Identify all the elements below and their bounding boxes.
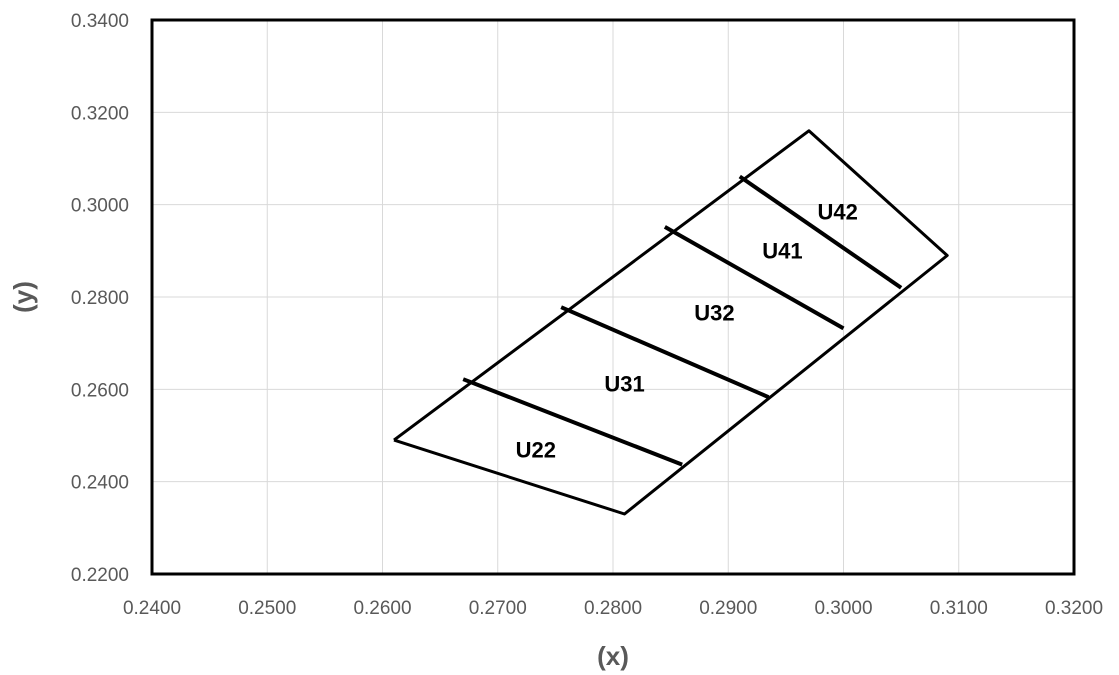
region-label-u32: U32 [694,300,734,325]
y-tick-label: 0.3400 [71,11,129,32]
region-divider [738,174,903,290]
region-label-u22: U22 [516,437,556,462]
y-tick-label: 0.2600 [71,380,129,401]
x-tick-label: 0.2500 [238,598,296,619]
x-tick-label: 0.2600 [353,598,411,619]
region-divider [663,225,845,331]
region-label-u41: U41 [762,238,802,263]
region-divider [560,305,770,400]
region-outline [393,129,949,516]
x-tick-label: 0.2400 [123,598,181,619]
x-axis-title: (x) [597,641,629,671]
y-tick-label: 0.3000 [71,196,129,217]
tick-labels: 0.2400 0.2500 0.2600 0.2700 0.2800 0.2900 0.30… [71,11,1103,619]
y-tick-label: 0.2400 [71,473,129,494]
x-tick-label: 0.3000 [814,598,872,619]
region-label-u42: U42 [818,200,858,225]
region-label-u31: U31 [604,371,644,396]
region-labels: U22 U31 U32 U41 U42 [516,200,858,463]
x-tick-label: 0.2900 [699,598,757,619]
x-tick-label: 0.3100 [930,598,988,619]
x-tick-label: 0.3200 [1045,598,1103,619]
chromaticity-regions [393,129,949,516]
plot-area-border [150,18,1076,576]
y-tick-label: 0.2200 [71,565,129,586]
y-tick-label: 0.2800 [71,288,129,309]
region-divider [462,377,683,467]
x-tick-label: 0.2700 [469,598,527,619]
x-tick-label: 0.2800 [584,598,642,619]
y-tick-label: 0.3200 [71,103,129,124]
y-axis-title: (y) [8,281,38,313]
gridlines [151,19,1075,575]
